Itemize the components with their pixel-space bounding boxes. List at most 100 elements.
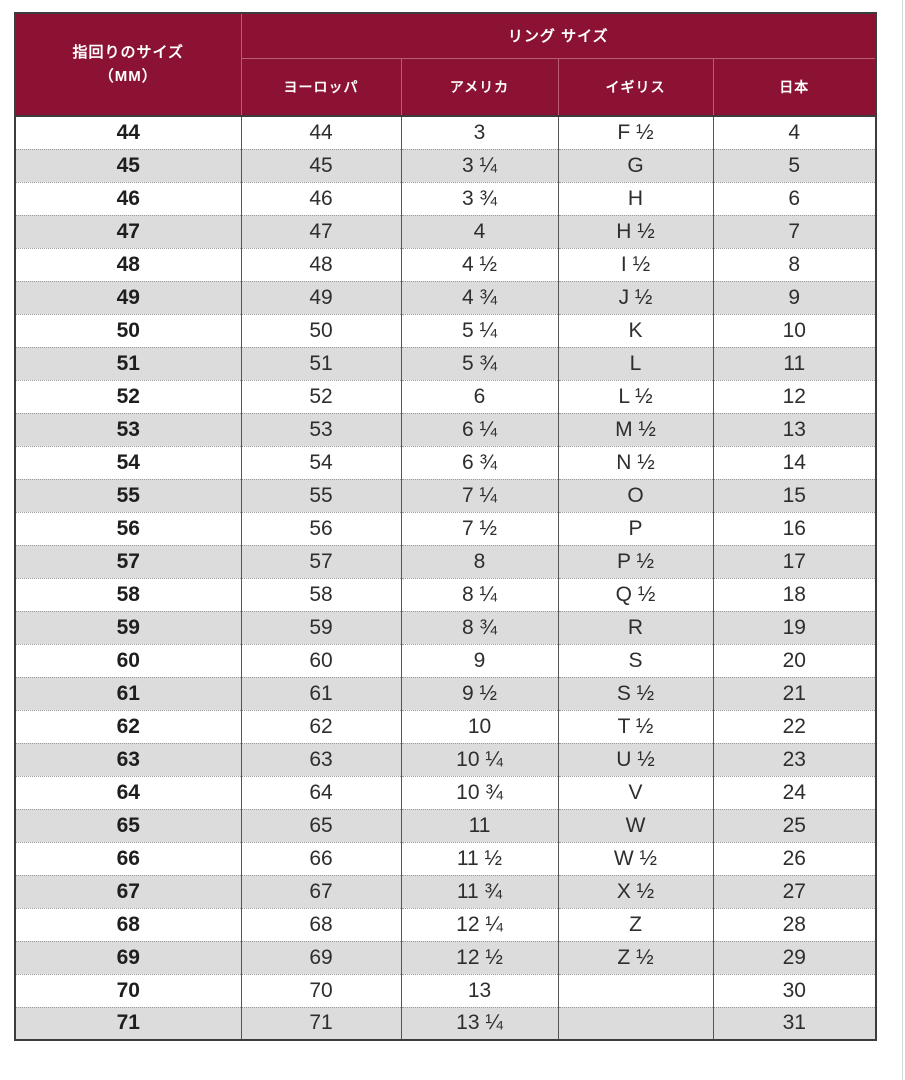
cell-europe: 68 <box>240 907 401 941</box>
cell-japan: 11 <box>712 346 877 380</box>
cell-japan: 17 <box>712 544 877 578</box>
cell-america: 4 ½ <box>400 247 558 281</box>
table-row: 56 56 7 ½ P 16 <box>15 511 877 545</box>
cell-japan: 10 <box>712 313 877 347</box>
cell-mm: 64 <box>15 775 241 809</box>
column-header-uk: イギリス <box>557 58 713 116</box>
cell-mm: 69 <box>15 940 241 974</box>
cell-uk: W ½ <box>557 841 713 875</box>
cell-uk: H <box>557 181 713 215</box>
cell-america: 12 ¼ <box>400 907 558 941</box>
cell-america: 11 <box>400 808 558 842</box>
cell-america: 5 ¾ <box>400 346 558 380</box>
cell-japan: 24 <box>712 775 877 809</box>
cell-japan: 13 <box>712 412 877 446</box>
cell-europe: 56 <box>240 511 401 545</box>
cell-america: 10 ¼ <box>400 742 558 776</box>
cell-america: 6 ¼ <box>400 412 558 446</box>
table-row: 44 44 3 F ½ 4 <box>15 116 877 149</box>
table-row: 69 69 12 ½ Z ½ 29 <box>15 940 877 974</box>
cell-japan: 16 <box>712 511 877 545</box>
cell-america: 9 <box>400 643 558 677</box>
cell-mm: 46 <box>15 181 241 215</box>
cell-mm: 47 <box>15 214 241 248</box>
cell-japan: 28 <box>712 907 877 941</box>
cell-europe: 66 <box>240 841 401 875</box>
table-row: 60 60 9 S 20 <box>15 643 877 677</box>
cell-uk: K <box>557 313 713 347</box>
cell-uk <box>557 1006 713 1040</box>
column-header-japan: 日本 <box>712 58 877 116</box>
cell-uk: L <box>557 346 713 380</box>
column-header-america: アメリカ <box>400 58 558 116</box>
cell-uk: N ½ <box>557 445 713 479</box>
ring-size-conversion-table: 指回りのサイズ （MM） リング サイズ ヨーロッパ アメリカ イギリス 日本 … <box>14 12 878 1041</box>
cell-japan: 19 <box>712 610 877 644</box>
cell-europe: 55 <box>240 478 401 512</box>
cell-europe: 70 <box>240 973 401 1007</box>
cell-america: 6 <box>400 379 558 413</box>
cell-america: 11 ½ <box>400 841 558 875</box>
table-row: 53 53 6 ¼ M ½ 13 <box>15 412 877 446</box>
cell-uk: I ½ <box>557 247 713 281</box>
page-edge-line <box>902 0 903 1080</box>
cell-uk: Q ½ <box>557 577 713 611</box>
table-row: 50 50 5 ¼ K 10 <box>15 313 877 347</box>
table-row: 61 61 9 ½ S ½ 21 <box>15 676 877 710</box>
cell-uk: U ½ <box>557 742 713 776</box>
cell-uk: S ½ <box>557 676 713 710</box>
cell-mm: 54 <box>15 445 241 479</box>
cell-mm: 65 <box>15 808 241 842</box>
cell-uk: P ½ <box>557 544 713 578</box>
cell-europe: 63 <box>240 742 401 776</box>
cell-europe: 46 <box>240 181 401 215</box>
finger-size-unit: （MM） <box>98 67 158 85</box>
cell-uk: M ½ <box>557 412 713 446</box>
cell-japan: 25 <box>712 808 877 842</box>
cell-uk: L ½ <box>557 379 713 413</box>
cell-europe: 59 <box>240 610 401 644</box>
cell-america: 10 ¾ <box>400 775 558 809</box>
cell-europe: 48 <box>240 247 401 281</box>
cell-japan: 23 <box>712 742 877 776</box>
cell-america: 5 ¼ <box>400 313 558 347</box>
cell-japan: 30 <box>712 973 877 1007</box>
table-row: 67 67 11 ¾ X ½ 27 <box>15 874 877 908</box>
cell-europe: 51 <box>240 346 401 380</box>
cell-uk: O <box>557 478 713 512</box>
cell-europe: 47 <box>240 214 401 248</box>
table-row: 63 63 10 ¼ U ½ 23 <box>15 742 877 776</box>
cell-europe: 52 <box>240 379 401 413</box>
cell-mm: 59 <box>15 610 241 644</box>
cell-uk: H ½ <box>557 214 713 248</box>
cell-america: 4 ¾ <box>400 280 558 314</box>
table-row: 47 47 4 H ½ 7 <box>15 214 877 248</box>
table-row: 65 65 11 W 25 <box>15 808 877 842</box>
cell-europe: 53 <box>240 412 401 446</box>
table-row: 49 49 4 ¾ J ½ 9 <box>15 280 877 314</box>
cell-america: 3 <box>400 116 558 149</box>
ring-size-group-header: リング サイズ <box>240 13 877 59</box>
cell-europe: 50 <box>240 313 401 347</box>
table-row: 62 62 10 T ½ 22 <box>15 709 877 743</box>
cell-japan: 15 <box>712 478 877 512</box>
cell-uk: Z ½ <box>557 940 713 974</box>
cell-uk: T ½ <box>557 709 713 743</box>
cell-uk: R <box>557 610 713 644</box>
cell-mm: 60 <box>15 643 241 677</box>
cell-america: 3 ¾ <box>400 181 558 215</box>
cell-mm: 57 <box>15 544 241 578</box>
cell-uk: G <box>557 148 713 182</box>
cell-mm: 55 <box>15 478 241 512</box>
finger-size-label: 指回りのサイズ <box>72 44 185 62</box>
cell-europe: 61 <box>240 676 401 710</box>
cell-america: 13 <box>400 973 558 1007</box>
cell-mm: 63 <box>15 742 241 776</box>
cell-mm: 51 <box>15 346 241 380</box>
cell-america: 8 ¾ <box>400 610 558 644</box>
table-row: 58 58 8 ¼ Q ½ 18 <box>15 577 877 611</box>
cell-uk: F ½ <box>557 116 713 149</box>
table-row: 68 68 12 ¼ Z 28 <box>15 907 877 941</box>
table-row: 45 45 3 ¼ G 5 <box>15 148 877 182</box>
table-body: 44 44 3 F ½ 4 45 45 3 ¼ G 5 46 46 3 ¾ H … <box>15 116 877 1040</box>
